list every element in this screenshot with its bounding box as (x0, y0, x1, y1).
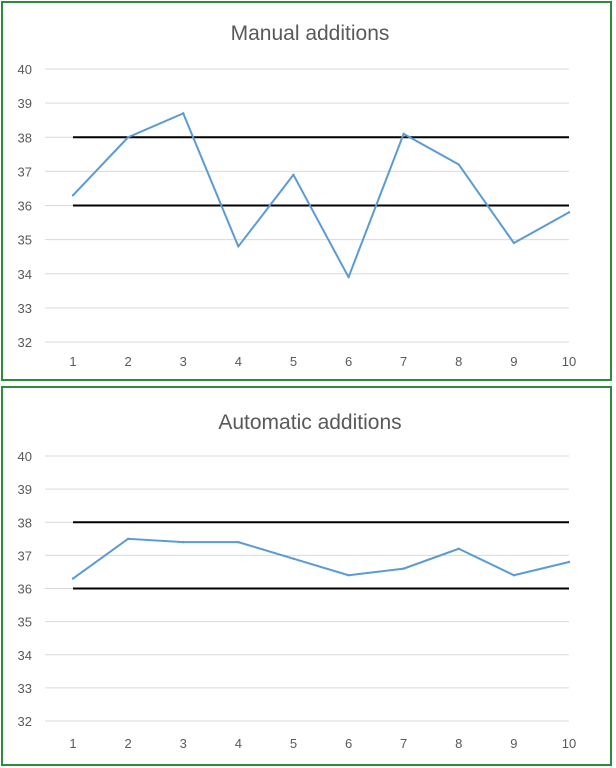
y-tick-label: 40 (18, 62, 32, 77)
chart-panel-manual: Manual additions 32 33 34 35 36 37 38 39 40 1 2 3 4 5… (1, 1, 612, 381)
data-point (71, 577, 75, 580)
x-tick-label: 7 (400, 354, 407, 369)
data-point (292, 173, 295, 176)
data-point (457, 547, 460, 550)
data-point (347, 574, 350, 577)
chart-panel-automatic: Automatic additions 32 33 34 35 36 37 38 39 40 1 2… (1, 386, 612, 766)
y-tick-label: 39 (18, 482, 32, 497)
x-tick-label: 8 (455, 354, 462, 369)
data-point (292, 557, 295, 560)
chart-title: Manual additions (231, 22, 390, 45)
x-tick-label: 6 (345, 736, 352, 751)
y-tick-label: 35 (18, 615, 32, 630)
data-point (512, 241, 516, 245)
data-point (182, 112, 185, 115)
y-tick-label: 35 (18, 233, 32, 248)
x-tick-label: 8 (455, 736, 462, 751)
series-line (72, 112, 570, 279)
y-tick-label: 38 (18, 130, 32, 145)
y-tick-label: 37 (18, 548, 32, 563)
y-tick-label: 40 (18, 449, 32, 464)
chart-title: Automatic additions (218, 411, 401, 434)
x-tick-label: 4 (235, 354, 242, 369)
data-point (567, 560, 571, 564)
data-point (237, 245, 240, 248)
x-tick-label: 3 (180, 354, 187, 369)
y-tick-label: 34 (18, 648, 32, 663)
data-point (126, 537, 130, 541)
data-point (402, 567, 405, 570)
x-tick-label: 7 (400, 736, 407, 751)
data-point (71, 194, 75, 197)
x-tick-label: 9 (510, 354, 517, 369)
data-point (512, 574, 516, 577)
x-tick-label: 5 (290, 354, 297, 369)
x-tick-label: 2 (124, 354, 131, 369)
data-point (567, 211, 571, 214)
y-tick-label: 34 (18, 267, 32, 282)
x-tick-label: 1 (69, 736, 76, 751)
x-tick-label: 10 (562, 354, 576, 369)
y-tick-label: 37 (18, 164, 32, 179)
x-tick-label: 6 (345, 354, 352, 369)
y-tick-label: 33 (18, 301, 32, 316)
y-tick-label: 32 (18, 335, 32, 350)
y-tick-label: 39 (18, 96, 32, 111)
data-point (182, 540, 185, 544)
y-tick-label: 33 (18, 681, 32, 696)
x-tick-label: 5 (290, 736, 297, 751)
x-tick-label: 3 (180, 736, 187, 751)
x-tick-label: 4 (235, 736, 242, 751)
x-tick-label: 10 (562, 736, 576, 751)
data-point (237, 540, 240, 544)
x-tick-label: 1 (69, 354, 76, 369)
data-point (402, 132, 405, 136)
x-tick-label: 2 (124, 736, 131, 751)
y-tick-label: 32 (18, 714, 32, 729)
data-point (126, 136, 130, 139)
y-tick-label: 36 (18, 199, 32, 214)
y-tick-label: 36 (18, 582, 32, 597)
series-line (72, 537, 570, 580)
y-tick-label: 38 (18, 515, 32, 530)
x-tick-label: 9 (510, 736, 517, 751)
data-point (347, 275, 350, 279)
data-point (457, 163, 460, 166)
